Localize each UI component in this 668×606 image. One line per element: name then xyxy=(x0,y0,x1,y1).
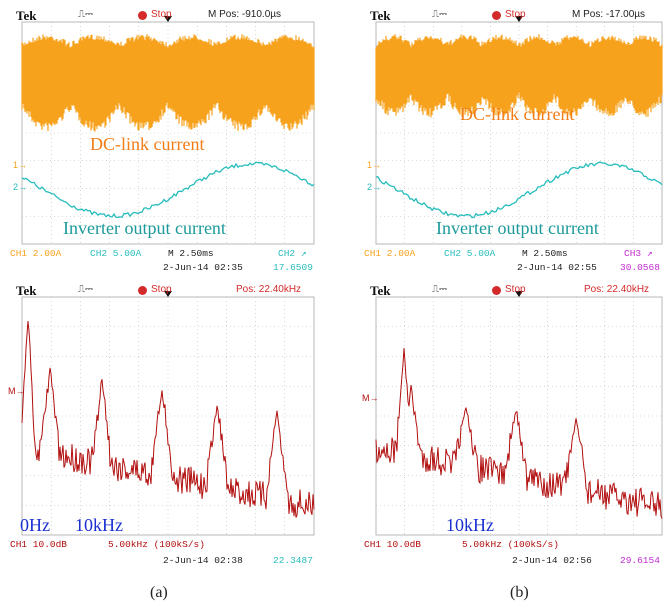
scope-grid-b-time xyxy=(375,16,663,245)
scope-footer: CH1 10.0dB 5.00kHz (100kS/s) 2-Jun-14 02… xyxy=(8,537,320,569)
fft-spectrum-trace xyxy=(21,320,315,518)
scope-panel-a-fft: Tek ⎍⎓ Stop Pos: 22.40kHz M→ 0Hz 10kHz C… xyxy=(8,283,320,569)
dc-link-label: DC-link current xyxy=(460,104,575,124)
label-0hz: 0Hz xyxy=(20,515,50,535)
date-time: 2-Jun-14 02:35 xyxy=(163,262,243,273)
trigger-icon: ⎍⎓ xyxy=(432,284,447,295)
ch1-setting: CH1 10.0dB xyxy=(364,539,422,550)
dc-link-trace xyxy=(375,34,663,118)
ch1-setting: CH1 2.00A xyxy=(10,248,62,259)
position-readout: Pos: 22.40kHz xyxy=(236,284,302,295)
scope-footer: CH1 2.00A CH2 5.00A M 2.50ms CH2 ↗ 2-Jun… xyxy=(8,246,320,276)
ch2-setting: CH2 5.00A xyxy=(90,248,142,259)
trigger-arrow-icon xyxy=(164,291,172,297)
dc-link-trace xyxy=(21,34,315,132)
stop-status: Stop xyxy=(505,284,526,295)
scope-panel-a-time: Tek ⎍⎓ Stop M Pos: -910.0µs DC-link curr… xyxy=(8,8,320,276)
ch1-setting: CH1 10.0dB xyxy=(10,539,68,550)
stop-status: Stop xyxy=(505,9,526,20)
label-10khz: 10kHz xyxy=(446,515,494,535)
span-setting: 5.00kHz (100kS/s) xyxy=(108,539,205,550)
scope-header: Tek ⎍⎓ Stop Pos: 22.40kHz xyxy=(362,283,668,298)
trigger-channel: CH2 ↗ xyxy=(278,248,307,259)
brand-logo: Tek xyxy=(16,283,37,298)
span-setting: 5.00kHz (100kS/s) xyxy=(462,539,559,550)
ch1-marker: 1→ xyxy=(367,160,382,170)
scope-footer: CH1 10.0dB 5.00kHz (100kS/s) 2-Jun-14 02… xyxy=(362,537,668,569)
scope-header: Tek ⎍⎓ Stop M Pos: -910.0µs xyxy=(8,8,320,23)
frequency-readout: 22.3487 xyxy=(273,555,313,566)
scope-header: Tek ⎍⎓ Stop M Pos: -17.00µs xyxy=(362,8,668,23)
fft-spectrum-trace xyxy=(375,348,663,519)
frequency-readout: 30.0568 xyxy=(620,262,660,273)
trigger-channel: CH3 ↗ xyxy=(624,248,653,259)
stop-indicator-icon xyxy=(492,11,501,20)
scope-panel-b-fft: Tek ⎍⎓ Stop Pos: 22.40kHz M→ 10kHz CH1 1… xyxy=(362,283,668,569)
stop-indicator-icon xyxy=(138,11,147,20)
graticule-border xyxy=(375,296,663,536)
date-time: 2-Jun-14 02:56 xyxy=(512,555,592,566)
ch2-setting: CH2 5.00A xyxy=(444,248,496,259)
brand-logo: Tek xyxy=(370,283,391,298)
ch2-marker: 2→ xyxy=(13,182,28,192)
inverter-output-trace xyxy=(375,161,663,219)
caption-b: (b) xyxy=(510,584,529,601)
frequency-readout: 17.6509 xyxy=(273,262,313,273)
trigger-arrow-icon xyxy=(515,291,523,297)
timebase: M 2.50ms xyxy=(522,248,568,259)
ch1-marker: 1→ xyxy=(13,160,28,170)
inverter-output-label: Inverter output current xyxy=(436,218,599,238)
position-readout: M Pos: -910.0µs xyxy=(208,9,282,20)
frequency-readout: 29.6154 xyxy=(620,555,660,566)
brand-logo: Tek xyxy=(16,8,37,23)
ch1-setting: CH1 2.00A xyxy=(364,248,416,259)
math-marker: M→ xyxy=(8,386,25,396)
inverter-output-label: Inverter output current xyxy=(63,218,226,238)
math-marker: M→ xyxy=(362,393,379,403)
trigger-icon: ⎍⎓ xyxy=(78,9,93,20)
position-readout: Pos: 22.40kHz xyxy=(584,284,650,295)
stop-status: Stop xyxy=(151,9,172,20)
date-time: 2-Jun-14 02:55 xyxy=(517,262,597,273)
trigger-arrow-icon xyxy=(164,16,172,22)
scope-header: Tek ⎍⎓ Stop Pos: 22.40kHz xyxy=(8,283,320,298)
trigger-icon: ⎍⎓ xyxy=(78,284,93,295)
ch2-marker: 2→ xyxy=(367,182,382,192)
stop-indicator-icon xyxy=(138,286,147,295)
date-time: 2-Jun-14 02:38 xyxy=(163,555,243,566)
scope-grid-a-time xyxy=(21,16,315,245)
scope-grid-a-fft xyxy=(21,291,315,536)
scope-footer: CH1 2.00A CH2 5.00A M 2.50ms CH3 ↗ 2-Jun… xyxy=(362,246,668,276)
timebase: M 2.50ms xyxy=(168,248,214,259)
brand-logo: Tek xyxy=(370,8,391,23)
trigger-icon: ⎍⎓ xyxy=(432,9,447,20)
trigger-arrow-icon xyxy=(515,16,523,22)
position-readout: M Pos: -17.00µs xyxy=(572,9,646,20)
scope-panel-b-time: Tek ⎍⎓ Stop M Pos: -17.00µs DC-link curr… xyxy=(362,8,668,276)
dc-link-label: DC-link current xyxy=(90,134,205,154)
label-10khz: 10kHz xyxy=(75,515,123,535)
stop-indicator-icon xyxy=(492,286,501,295)
stop-status: Stop xyxy=(151,284,172,295)
caption-a: (a) xyxy=(150,584,168,601)
scope-grid-b-fft xyxy=(375,291,663,536)
inverter-output-trace xyxy=(21,161,315,219)
